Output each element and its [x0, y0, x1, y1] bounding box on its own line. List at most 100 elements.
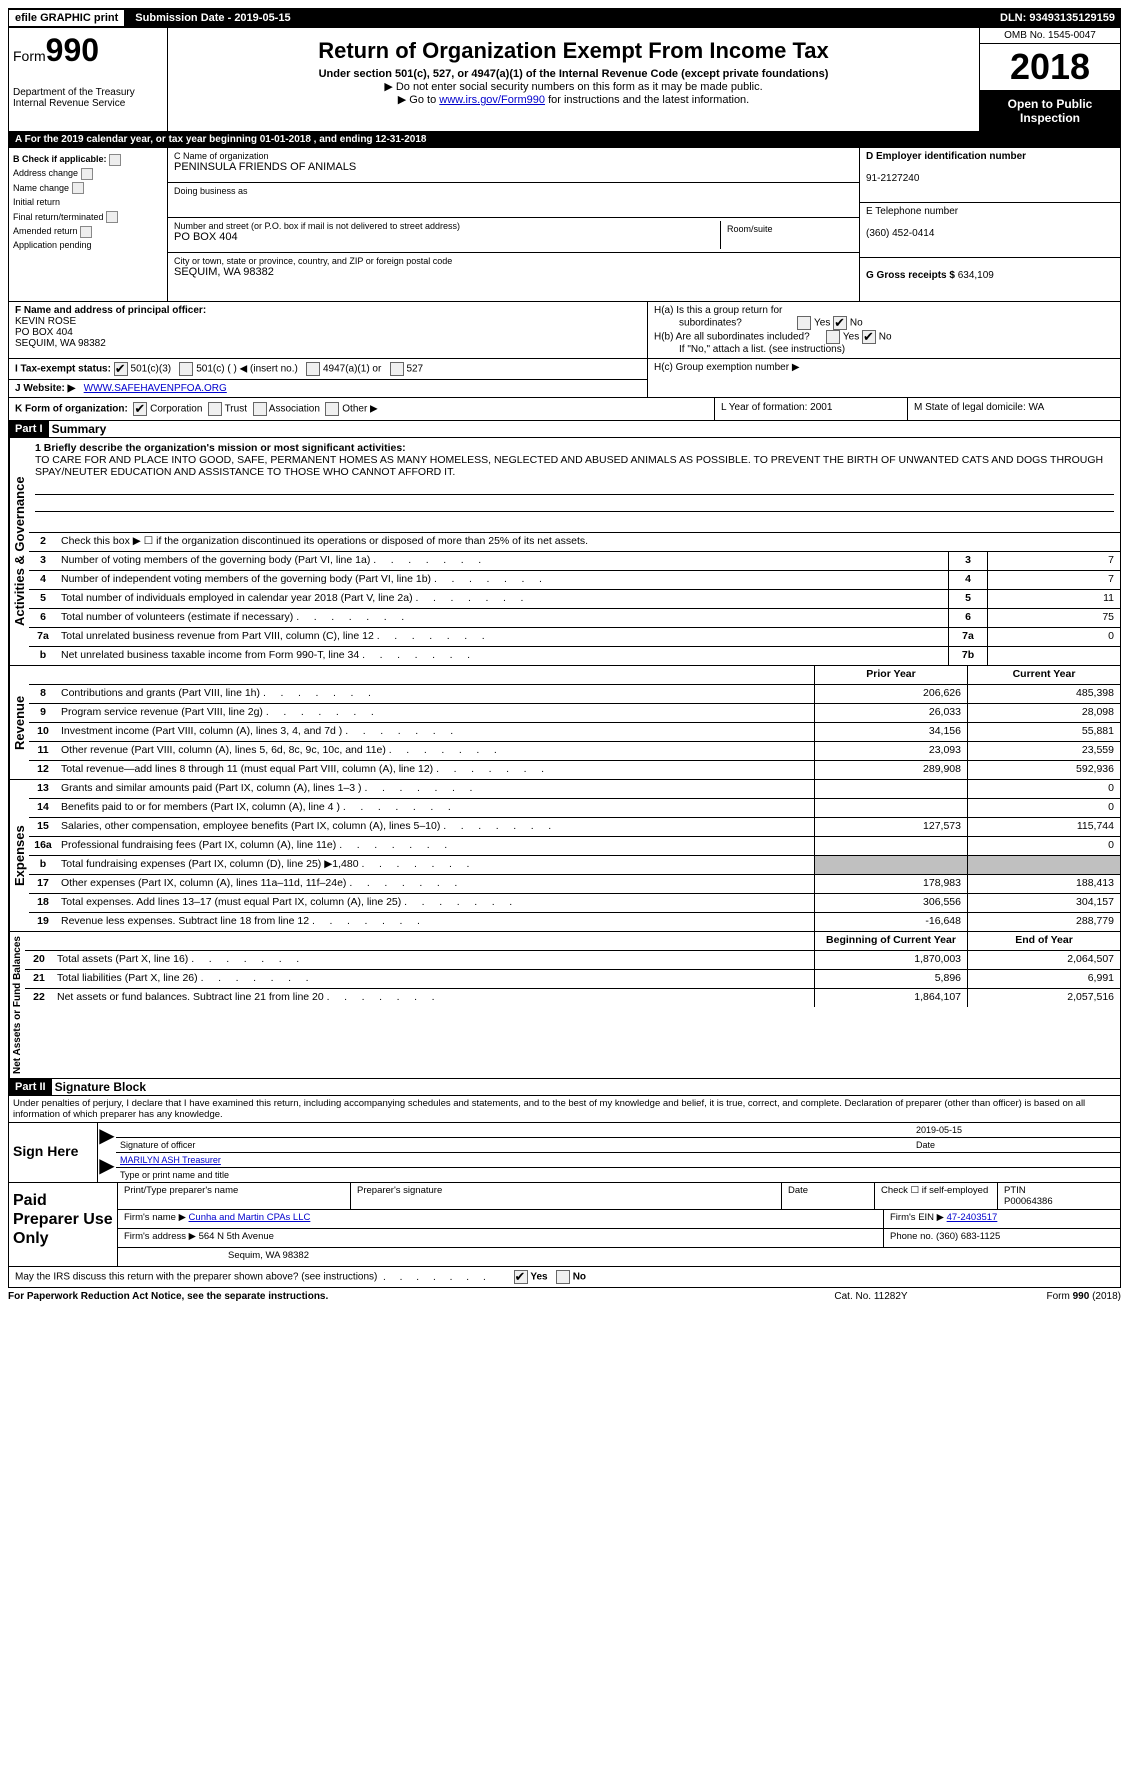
preparer-phone: (360) 683-1125: [936, 1231, 1000, 1242]
discuss-row: May the IRS discuss this return with the…: [8, 1267, 1121, 1288]
summary-line: 5Total number of individuals employed in…: [29, 590, 1120, 609]
summary-line: 21Total liabilities (Part X, line 26)5,8…: [25, 970, 1120, 989]
city-label: City or town, state or province, country…: [174, 256, 853, 266]
form-footer: Form 990 (2018): [971, 1291, 1121, 1302]
summary-line: 8Contributions and grants (Part VIII, li…: [29, 685, 1120, 704]
col-c-org-info: C Name of organization PENINSULA FRIENDS…: [168, 148, 859, 301]
yes-checkbox[interactable]: [514, 1270, 528, 1284]
summary-line: 11Other revenue (Part VIII, column (A), …: [29, 742, 1120, 761]
header-left: Form990 Department of the Treasury Inter…: [9, 28, 168, 131]
summary-line: 9Program service revenue (Part VIII, lin…: [29, 704, 1120, 723]
gross-label: G Gross receipts $: [866, 270, 955, 281]
summary-line: bNet unrelated business taxable income f…: [29, 647, 1120, 665]
phone-value: (360) 452-0414: [866, 228, 934, 239]
subtitle-1: Under section 501(c), 527, or 4947(a)(1)…: [174, 68, 973, 80]
top-bar: efile GRAPHIC print Submission Date - 20…: [8, 8, 1121, 28]
k-row: K Form of organization: Corporation Trus…: [8, 398, 1121, 421]
summary-line: 13Grants and similar amounts paid (Part …: [29, 780, 1120, 799]
h-group: H(a) Is this a group return for subordin…: [648, 302, 1120, 358]
ein-label: D Employer identification number: [866, 151, 1026, 162]
header-right: OMB No. 1545-0047 2018 Open to Public In…: [979, 28, 1120, 131]
part1-title: Summary: [52, 422, 107, 436]
irs-label: Internal Revenue Service: [13, 98, 163, 109]
efile-label: efile GRAPHIC print: [8, 9, 125, 27]
b-label: B Check if applicable:: [13, 154, 107, 164]
sign-block: Sign Here ▶ 2019-05-15 Signature of offi…: [8, 1123, 1121, 1183]
hc-group-exemption: H(c) Group exemption number ▶: [648, 359, 1120, 397]
submission-date: Submission Date - 2019-05-15: [125, 10, 300, 26]
summary-line: 22Net assets or fund balances. Subtract …: [25, 989, 1120, 1007]
part1-badge: Part I: [9, 421, 49, 437]
paperwork-notice: For Paperwork Reduction Act Notice, see …: [8, 1291, 771, 1302]
checkbox[interactable]: [109, 154, 121, 166]
row-a-tax-year: A For the 2019 calendar year, or tax yea…: [8, 132, 1121, 148]
mission-box: 1 Briefly describe the organization's mi…: [29, 438, 1120, 533]
declaration-text: Under penalties of perjury, I declare th…: [8, 1096, 1121, 1123]
summary-line: bTotal fundraising expenses (Part IX, co…: [29, 856, 1120, 875]
form-title: Return of Organization Exempt From Incom…: [174, 38, 973, 64]
summary-line: 3Number of voting members of the governi…: [29, 552, 1120, 571]
name-label: C Name of organization: [174, 151, 853, 161]
year-formation: L Year of formation: 2001: [714, 398, 907, 420]
officer-name[interactable]: MARILYN ASH Treasurer: [120, 1155, 221, 1165]
cat-number: Cat. No. 11282Y: [771, 1291, 971, 1302]
firm-name[interactable]: Cunha and Martin CPAs LLC: [189, 1212, 311, 1223]
expenses-section: Expenses 13Grants and similar amounts pa…: [8, 780, 1121, 932]
summary-line: 15Salaries, other compensation, employee…: [29, 818, 1120, 837]
open-public: Open to Public Inspection: [980, 91, 1120, 131]
subtitle-2: ▶ Do not enter social security numbers o…: [174, 80, 973, 93]
header-center: Return of Organization Exempt From Incom…: [168, 28, 979, 131]
sign-here-label: Sign Here: [9, 1123, 98, 1182]
paid-preparer-block: Paid Preparer Use Only Print/Type prepar…: [8, 1183, 1121, 1267]
col-d-ein: D Employer identification number 91-2127…: [859, 148, 1120, 301]
part2-header-row: Part II Signature Block: [8, 1079, 1121, 1096]
ij-block: I Tax-exempt status: 501(c)(3) 501(c) ( …: [8, 359, 1121, 398]
form-number: 990: [46, 32, 99, 68]
summary-line: 20Total assets (Part X, line 16)1,870,00…: [25, 951, 1120, 970]
col-b-checkboxes: B Check if applicable: Address change Na…: [9, 148, 168, 301]
phone-label: E Telephone number: [866, 206, 958, 217]
ptin: P00064386: [1004, 1196, 1053, 1207]
part1-header-row: Part I Summary: [8, 421, 1121, 438]
part2-badge: Part II: [9, 1079, 52, 1095]
paid-label: Paid Preparer Use Only: [9, 1183, 118, 1266]
activities-section: Activities & Governance 1 Briefly descri…: [8, 438, 1121, 666]
gross-value: 634,109: [958, 270, 994, 281]
arrow-icon: ▶: [98, 1153, 116, 1182]
form-prefix: Form: [13, 48, 46, 64]
vert-revenue: Revenue: [9, 666, 29, 779]
firm-ein[interactable]: 47-2403517: [947, 1212, 998, 1223]
form-header: Form990 Department of the Treasury Inter…: [8, 28, 1121, 132]
dln: DLN: 93493135129159: [994, 10, 1121, 26]
info-block: B Check if applicable: Address change Na…: [8, 148, 1121, 302]
subtitle-3: ▶ Go to www.irs.gov/Form990 for instruct…: [174, 93, 973, 106]
net-section: Net Assets or Fund Balances Beginning of…: [8, 932, 1121, 1079]
irs-link[interactable]: www.irs.gov/Form990: [439, 94, 545, 106]
fh-block: F Name and address of principal officer:…: [8, 302, 1121, 359]
sig-date: 2019-05-15: [912, 1123, 1120, 1137]
website-link[interactable]: WWW.SAFEHAVENPFOA.ORG: [84, 383, 227, 394]
org-city: SEQUIM, WA 98382: [174, 266, 853, 278]
summary-line: 10Investment income (Part VIII, column (…: [29, 723, 1120, 742]
ein-value: 91-2127240: [866, 173, 919, 184]
org-address: PO BOX 404: [174, 231, 720, 243]
omb-number: OMB No. 1545-0047: [980, 28, 1120, 44]
mission-text: TO CARE FOR AND PLACE INTO GOOD, SAFE, P…: [35, 454, 1103, 478]
summary-line: 12Total revenue—add lines 8 through 11 (…: [29, 761, 1120, 779]
revenue-section: Revenue Prior Year Current Year 8Contrib…: [8, 666, 1121, 780]
f-officer: F Name and address of principal officer:…: [9, 302, 648, 358]
state-domicile: M State of legal domicile: WA: [907, 398, 1120, 420]
addr-label: Number and street (or P.O. box if mail i…: [174, 221, 720, 231]
summary-line: 18Total expenses. Add lines 13–17 (must …: [29, 894, 1120, 913]
page-footer: For Paperwork Reduction Act Notice, see …: [8, 1288, 1121, 1302]
summary-line: 6Total number of volunteers (estimate if…: [29, 609, 1120, 628]
no-checkbox[interactable]: [556, 1270, 570, 1284]
tax-year: 2018: [980, 44, 1120, 91]
arrow-icon: ▶: [98, 1123, 116, 1153]
room-label: Room/suite: [727, 224, 847, 234]
vert-expenses: Expenses: [9, 780, 29, 931]
summary-line: 7aTotal unrelated business revenue from …: [29, 628, 1120, 647]
dept-treasury: Department of the Treasury: [13, 87, 163, 98]
part2-title: Signature Block: [55, 1080, 146, 1094]
summary-line: 17Other expenses (Part IX, column (A), l…: [29, 875, 1120, 894]
